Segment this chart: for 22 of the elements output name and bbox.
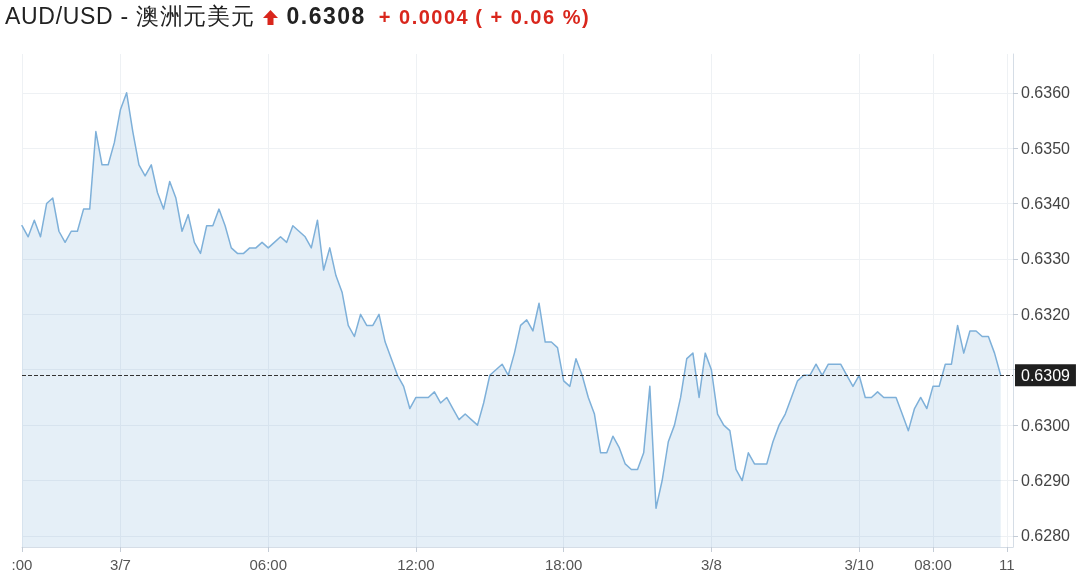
y-tick-label: 0.6290 xyxy=(1021,472,1071,490)
text: 0.6308 xyxy=(286,3,366,31)
y-tick-label: 0.6300 xyxy=(1021,416,1071,434)
ref-line-label: 0.6309 xyxy=(1021,366,1071,384)
x-tick-label: 06:00 xyxy=(249,556,287,573)
y-tick-label: 0.6320 xyxy=(1021,305,1071,323)
x-tick-label: 3/8 xyxy=(700,556,722,573)
x-tick-label: 3/7 xyxy=(110,556,131,573)
y-tick-label: 0.6280 xyxy=(1021,527,1071,545)
x-tick-label: 3/10 xyxy=(844,556,874,573)
y-tick-label: 0.6360 xyxy=(1021,84,1071,102)
chart-title: AUD/USD - 澳洲元美元 xyxy=(5,3,255,31)
text: ( + 0.06 %) xyxy=(475,5,591,29)
text: + 0.0004 xyxy=(378,5,470,29)
x-tick-label: :00 xyxy=(11,556,33,573)
x-tick-label: 08:00 xyxy=(914,556,952,573)
x-tick-label: 18:00 xyxy=(544,556,583,573)
y-tick-label: 0.6340 xyxy=(1021,195,1071,213)
y-tick-label: 0.6350 xyxy=(1021,139,1071,157)
y-tick-label: 0.6330 xyxy=(1021,250,1071,268)
x-tick-label: 12:00 xyxy=(397,556,435,573)
x-tick-label: 11 xyxy=(999,556,1015,573)
